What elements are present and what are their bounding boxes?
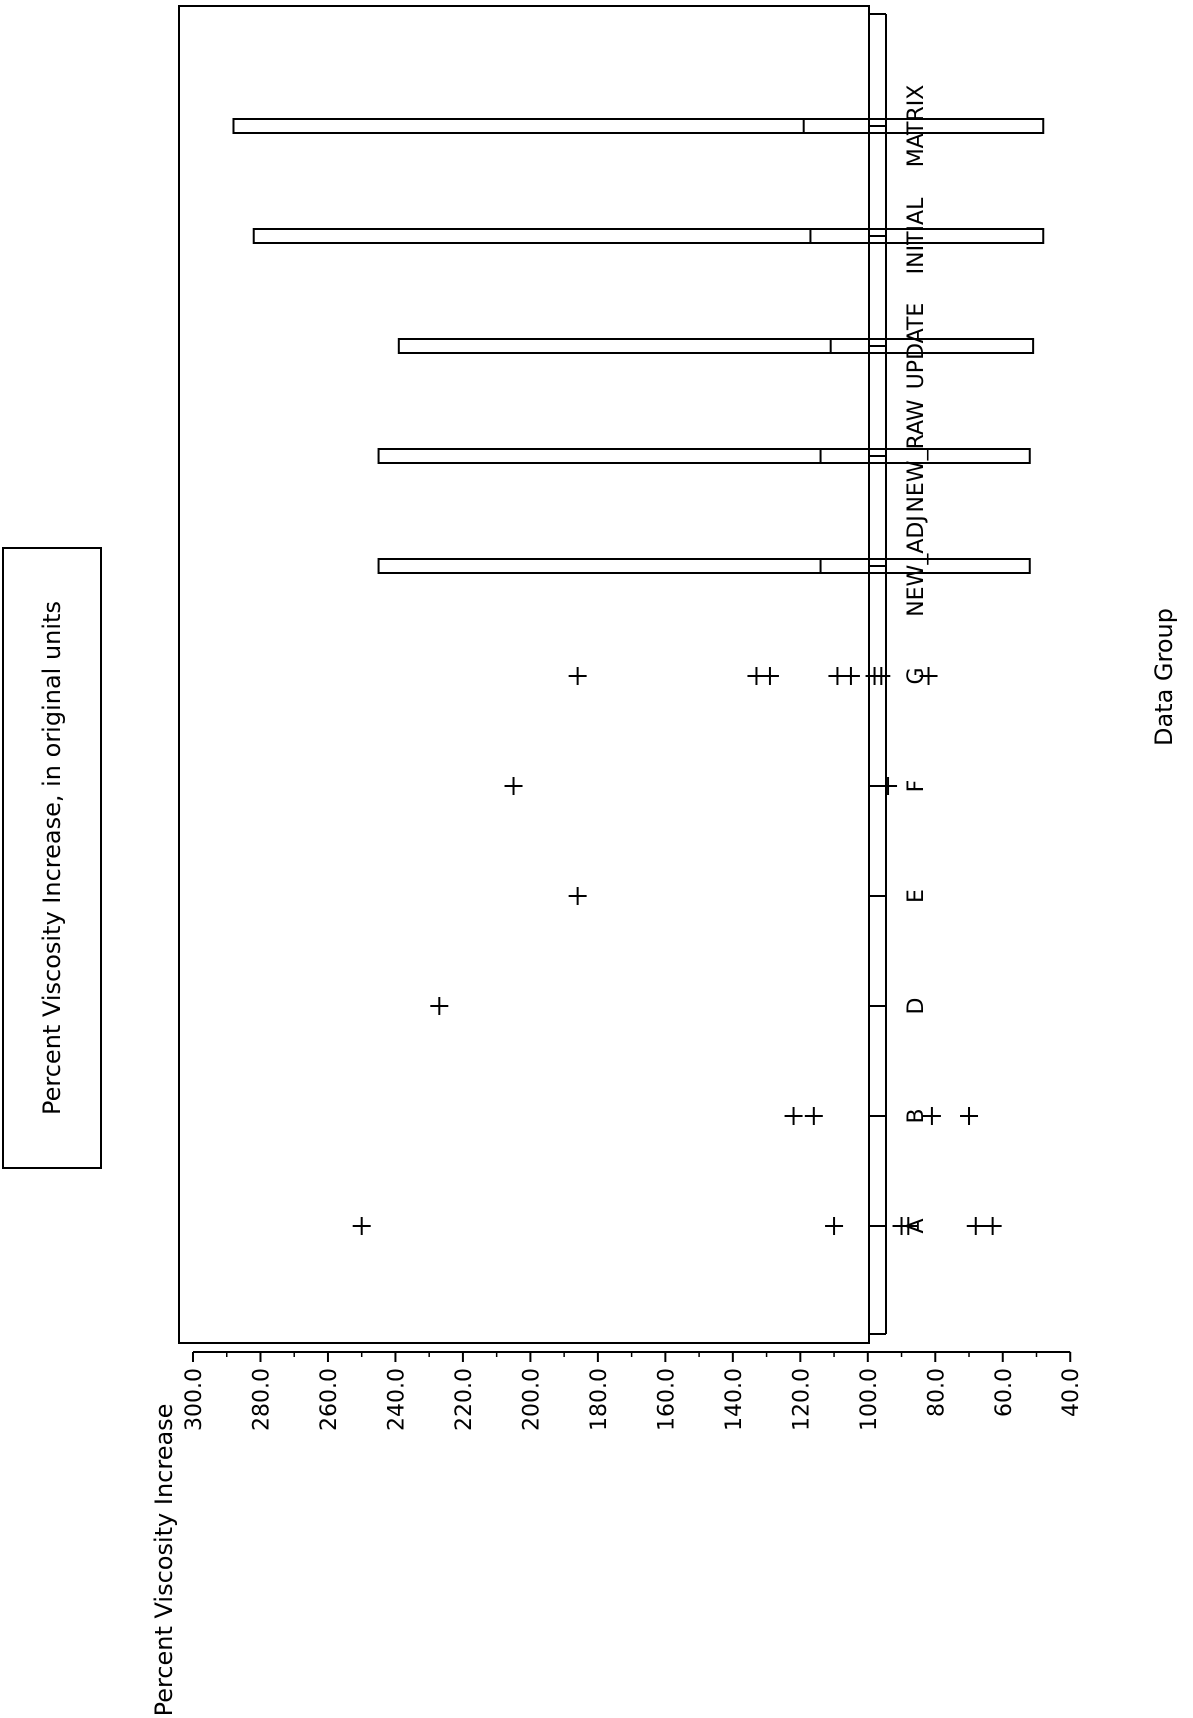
- value-tick-label: 80.0: [924, 1368, 949, 1417]
- title-box: [2, 547, 102, 1169]
- value-tick-label: 260.0: [317, 1368, 342, 1431]
- data-point: [872, 667, 891, 685]
- category-label: F: [904, 780, 929, 793]
- data-point: [841, 667, 860, 685]
- value-tick-label: 160.0: [654, 1368, 679, 1431]
- category-label: D: [904, 998, 929, 1015]
- data-point: [568, 887, 587, 905]
- data-point: [879, 777, 898, 795]
- data-point: [352, 1217, 371, 1235]
- range-box: [252, 228, 1045, 244]
- range-box: [397, 338, 1035, 354]
- x-axis-label: Data Group: [1150, 608, 1178, 746]
- range-box: [232, 118, 1045, 134]
- category-label: MATRIX: [904, 85, 929, 168]
- data-point: [983, 1217, 1002, 1235]
- data-point: [966, 1217, 985, 1235]
- data-point: [919, 667, 938, 685]
- data-point: [760, 667, 779, 685]
- value-tick-label: 140.0: [722, 1368, 747, 1431]
- data-point: [784, 1107, 803, 1125]
- data-point: [804, 1107, 823, 1125]
- plot-marks: [232, 118, 1045, 1235]
- chart-title: Percent Viscosity Increase, in original …: [38, 601, 66, 1115]
- value-tick-label: 40.0: [1059, 1368, 1084, 1417]
- data-point: [922, 1107, 941, 1125]
- category-label: NEW_RAW: [904, 399, 929, 512]
- y-axis-label: Percent Viscosity Increase: [150, 1404, 178, 1717]
- data-point: [568, 667, 587, 685]
- value-tick-label: 100.0: [857, 1368, 882, 1431]
- data-point: [825, 1217, 844, 1235]
- data-point: [960, 1107, 979, 1125]
- value-tick-label: 300.0: [182, 1368, 207, 1431]
- value-tick-label: 220.0: [452, 1368, 477, 1431]
- plot-frame: [178, 5, 870, 1344]
- data-point: [430, 997, 449, 1015]
- value-tick-label: 60.0: [992, 1368, 1017, 1417]
- range-box: [377, 448, 1031, 464]
- value-tick-label: 120.0: [789, 1368, 814, 1431]
- category-label: NEW_ADJ: [904, 515, 929, 617]
- value-tick-label: 240.0: [384, 1368, 409, 1431]
- category-label: G: [904, 667, 929, 684]
- range-box: [377, 558, 1031, 574]
- value-tick-label: 200.0: [519, 1368, 544, 1431]
- category-label: B: [904, 1108, 929, 1123]
- category-label: E: [904, 889, 929, 903]
- value-tick-label: 180.0: [587, 1368, 612, 1431]
- value-axis-ticks: 300.0 280.0 260.0 240.0 220.0 200.0 180.0 160.0…: [182, 1351, 1084, 1431]
- data-point: [504, 777, 523, 795]
- category-label: UPDATE: [904, 303, 929, 390]
- data-point: [899, 1217, 918, 1235]
- value-tick-label: 280.0: [249, 1368, 274, 1431]
- category-label: INITIAL: [904, 197, 929, 274]
